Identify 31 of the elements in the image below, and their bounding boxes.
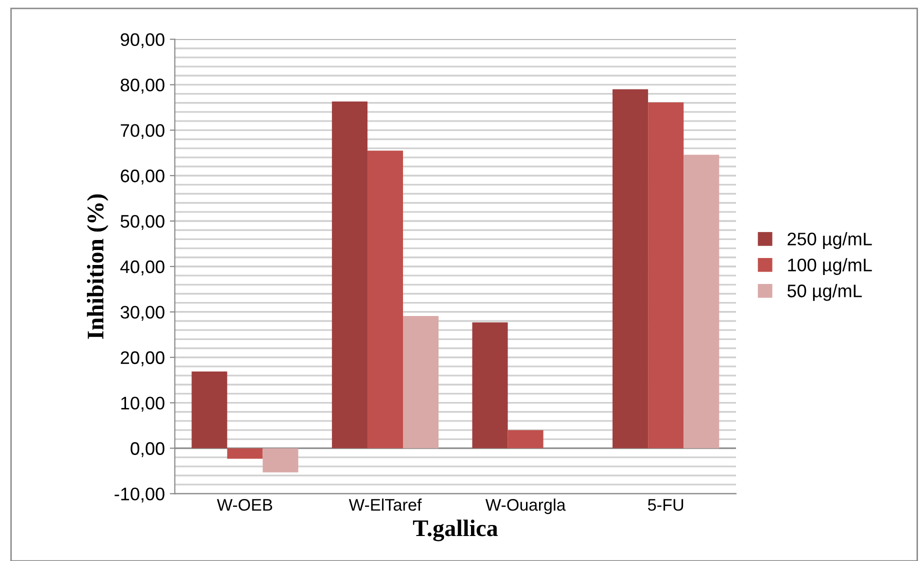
- bar: [332, 102, 368, 448]
- bar: [403, 316, 439, 448]
- x-axis-title: T.gallica: [413, 520, 498, 542]
- bar: [192, 371, 228, 448]
- legend-label: 50 µg/mL: [787, 284, 862, 301]
- bar: [508, 430, 544, 448]
- y-tick-label: 50,00: [120, 214, 164, 230]
- y-tick-label: 70,00: [120, 124, 164, 140]
- y-tick-label: 40,00: [120, 260, 164, 276]
- bar: [367, 150, 404, 448]
- x-tick-label: W-ElTaref: [348, 498, 422, 511]
- y-axis-title: Inhibition (%): [86, 194, 108, 339]
- bar: [684, 154, 720, 448]
- y-tick-label: 20,00: [120, 351, 164, 366]
- legend-label: 100 µg/mL: [788, 258, 872, 275]
- x-tick-label: W-OEB: [216, 498, 272, 511]
- y-tick-label: 80,00: [120, 78, 164, 94]
- bar: [612, 89, 648, 448]
- y-tick-label: 60,00: [120, 170, 164, 184]
- y-tick-label: -10,00: [114, 488, 164, 503]
- bar: [227, 448, 263, 459]
- bar: [262, 448, 298, 472]
- x-tick-label: 5-FU: [648, 499, 684, 511]
- bar: [472, 322, 508, 448]
- y-tick-label: 30,00: [120, 306, 164, 321]
- bar: [648, 102, 684, 448]
- x-tick-label: W-Ouargla: [485, 498, 566, 514]
- y-tick-label: 90,00: [120, 33, 164, 48]
- y-tick-label: 0,00: [130, 442, 164, 458]
- legend-label: 250 µg/mL: [788, 232, 872, 249]
- y-tick-label: 10,00: [121, 396, 164, 412]
